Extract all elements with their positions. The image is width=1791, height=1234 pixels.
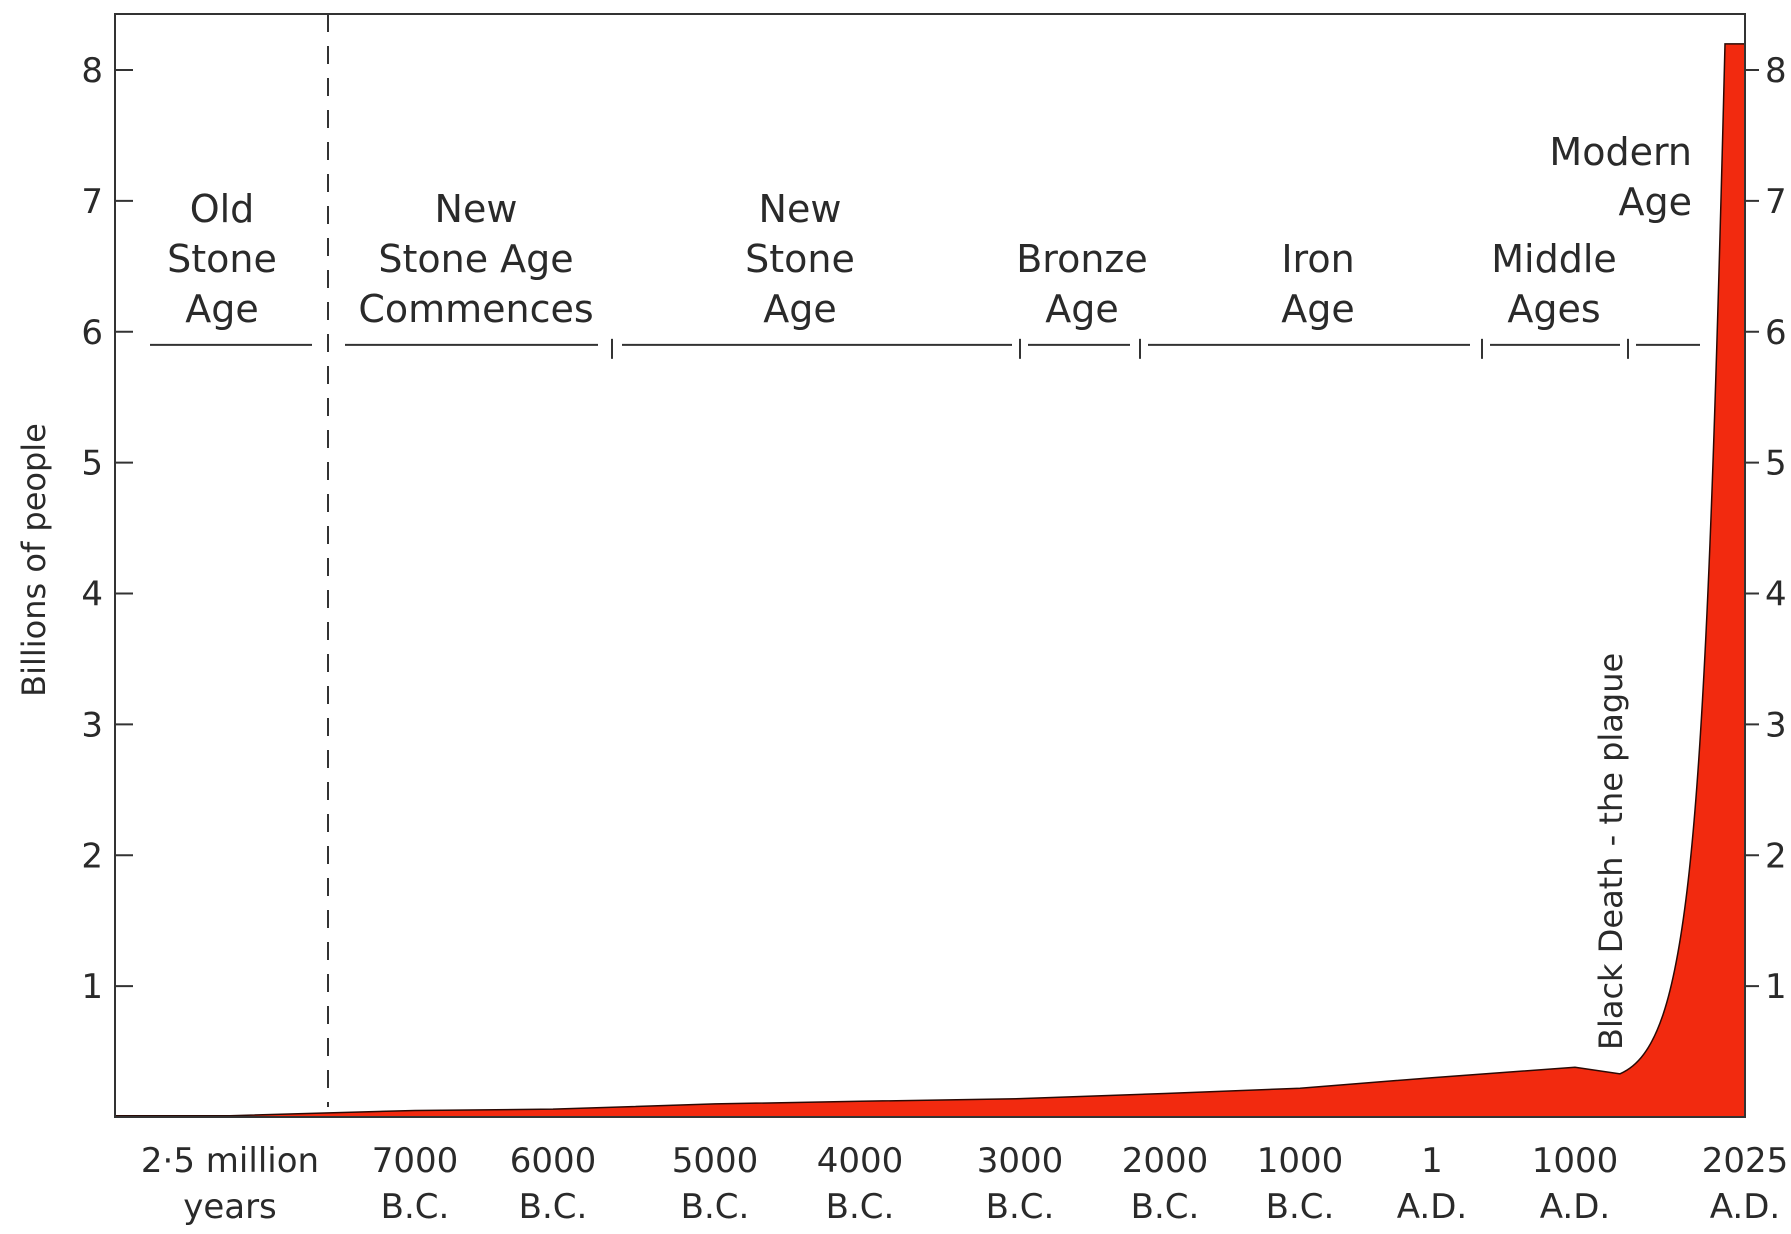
x-tick-label-10: 2025 A.D. (1702, 1141, 1789, 1227)
x-tick-line-2-1: B.C. (519, 1187, 588, 1227)
x-tick-line-0-1: years (183, 1187, 277, 1227)
x-tick-line-10-0: 2025 (1702, 1141, 1789, 1181)
era-label-2: New Stone Age (745, 187, 855, 331)
era-label-4: Iron Age (1281, 237, 1355, 331)
y-tick-label-left-5: 5 (81, 444, 103, 484)
x-tick-line-1-1: B.C. (381, 1187, 450, 1227)
y-tick-label-left-3: 3 (81, 705, 103, 745)
axes-layer (115, 14, 1759, 1117)
y-tick-label-left-4: 4 (81, 575, 103, 615)
era-line-3-0: Bronze (1016, 237, 1148, 281)
x-tick-label-1: 7000 B.C. (372, 1141, 459, 1227)
x-tick-label-5: 3000 B.C. (977, 1141, 1064, 1227)
x-tick-line-8-0: 1 (1421, 1141, 1443, 1181)
y-tick-label-right-6: 6 (1765, 313, 1787, 353)
era-line-0-2: Age (185, 287, 259, 331)
x-tick-label-2: 6000 B.C. (510, 1141, 597, 1227)
x-tick-label-6: 2000 B.C. (1122, 1141, 1209, 1227)
x-tick-line-6-1: B.C. (1131, 1187, 1200, 1227)
plot-frame (115, 14, 1745, 1117)
y-tick-label-right-5: 5 (1765, 444, 1787, 484)
x-tick-label-9: 1000 A.D. (1532, 1141, 1619, 1227)
y-tick-label-right-1: 1 (1765, 967, 1787, 1007)
y-axis-label: Billions of people (15, 423, 53, 697)
era-line-1-1: Stone Age (378, 237, 573, 281)
y-tick-label-right-3: 3 (1765, 705, 1787, 745)
era-label-3: Bronze Age (1016, 237, 1148, 331)
x-tick-label-3: 5000 B.C. (672, 1141, 759, 1227)
x-tick-line-8-1: A.D. (1397, 1187, 1467, 1227)
y-tick-label-right-2: 2 (1765, 836, 1787, 876)
era-line-4-0: Iron (1281, 237, 1354, 281)
x-tick-line-7-0: 1000 (1257, 1141, 1344, 1181)
x-tick-line-5-0: 3000 (977, 1141, 1064, 1181)
era-line-6-1: Age (1619, 180, 1693, 224)
era-line-2-1: Stone (745, 237, 855, 281)
x-tick-line-3-0: 5000 (672, 1141, 759, 1181)
x-tick-line-2-0: 6000 (510, 1141, 597, 1181)
x-tick-label-4: 4000 B.C. (817, 1141, 904, 1227)
x-tick-line-5-1: B.C. (986, 1187, 1055, 1227)
era-line-1-2: Commences (358, 287, 593, 331)
y-tick-label-left-7: 7 (81, 182, 103, 222)
era-line-2-0: New (759, 187, 842, 231)
x-tick-label-8: 1 A.D. (1397, 1141, 1467, 1227)
era-lines-layer (150, 14, 1700, 1107)
era-line-6-0: Modern (1549, 130, 1692, 174)
x-tick-line-4-1: B.C. (826, 1187, 895, 1227)
x-tick-line-10-1: A.D. (1710, 1187, 1780, 1227)
era-line-5-0: Middle (1491, 237, 1617, 281)
era-line-0-1: Stone (167, 237, 277, 281)
x-tick-line-4-0: 4000 (817, 1141, 904, 1181)
era-line-2-2: Age (763, 287, 837, 331)
era-label-1: New Stone Age Commences (358, 187, 593, 331)
y-tick-label-left-6: 6 (81, 313, 103, 353)
population-area (115, 44, 1745, 1117)
era-line-4-1: Age (1281, 287, 1355, 331)
x-tick-line-9-0: 1000 (1532, 1141, 1619, 1181)
x-tick-line-6-0: 2000 (1122, 1141, 1209, 1181)
x-tick-label-0: 2·5 million years (141, 1141, 319, 1227)
x-tick-line-0-0: 2·5 million (141, 1141, 319, 1181)
text-layer: 1 1 2 2 3 3 4 4 5 5 6 6 7 7 8 8 Billions of people 2·5 mi… (15, 51, 1788, 1227)
y-tick-label-left-1: 1 (81, 967, 103, 1007)
era-label-5: Middle Ages (1491, 237, 1617, 331)
era-line-1-0: New (435, 187, 518, 231)
x-tick-line-1-0: 7000 (372, 1141, 459, 1181)
x-tick-line-3-1: B.C. (681, 1187, 750, 1227)
era-line-3-1: Age (1045, 287, 1119, 331)
x-tick-label-7: 1000 B.C. (1257, 1141, 1344, 1227)
y-tick-label-right-4: 4 (1765, 575, 1787, 615)
y-tick-label-right-7: 7 (1765, 182, 1787, 222)
y-tick-label-left-2: 2 (81, 836, 103, 876)
era-label-0: Old Stone Age (167, 187, 277, 331)
y-tick-label-right-8: 8 (1765, 51, 1787, 91)
era-line-0-0: Old (190, 187, 255, 231)
era-label-6: Modern Age (1549, 130, 1692, 224)
era-line-5-1: Ages (1507, 287, 1600, 331)
x-tick-line-7-1: B.C. (1266, 1187, 1335, 1227)
x-tick-line-9-1: A.D. (1540, 1187, 1610, 1227)
area-layer (115, 44, 1745, 1117)
y-tick-label-left-8: 8 (81, 51, 103, 91)
black-death-annotation: Black Death - the plague (1592, 653, 1630, 1050)
